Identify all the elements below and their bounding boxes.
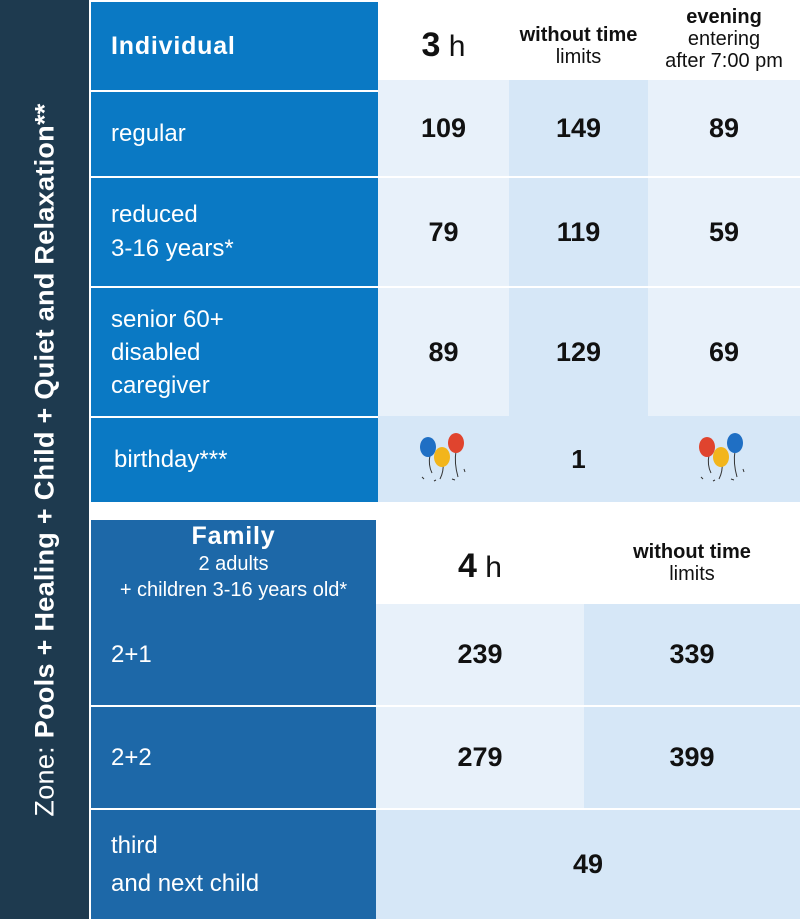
family-title: Family xyxy=(191,522,276,550)
price-cell: 119 xyxy=(509,178,648,286)
row-label-line: 3-16 years* xyxy=(111,235,234,262)
row-label-line: third xyxy=(111,831,158,859)
price-cell: 129 xyxy=(509,288,648,416)
price-cell: 59 xyxy=(648,178,800,286)
price-cell: 89 xyxy=(378,288,509,416)
family-subtitle-2: + children 3-16 years old* xyxy=(119,579,348,601)
price-cell: 69 xyxy=(648,288,800,416)
col-4h-num: 4 xyxy=(458,546,477,585)
row-label-line: reduced xyxy=(111,201,198,228)
row-label-reduced: reduced 3-16 years* xyxy=(91,178,378,286)
col-family-unlimited-header: without time limits xyxy=(584,522,800,604)
row-label-birthday: birthday*** xyxy=(91,418,378,502)
price-cell: 79 xyxy=(378,178,509,286)
col-3h-num: 3 xyxy=(421,25,441,64)
row-label-line: regular xyxy=(111,120,186,147)
price-cell: 279 xyxy=(376,707,584,808)
balloons-icon xyxy=(695,433,751,485)
birthday-label: birthday*** xyxy=(114,446,228,473)
row-label-line: 2+1 xyxy=(111,640,152,668)
col-unlimited-normal: limits xyxy=(555,46,602,68)
row-label-2plus1: 2+1 xyxy=(91,604,376,705)
col-family-unlimited-normal: limits xyxy=(669,563,715,585)
balloons-icon xyxy=(416,433,472,485)
col-evening-bold: evening xyxy=(686,6,762,28)
price-cell: 239 xyxy=(376,604,584,705)
col-family-unlimited-bold: without time xyxy=(633,541,751,563)
birthday-value: 1 xyxy=(571,443,586,474)
row-label-line: 2+2 xyxy=(111,743,152,771)
col-evening-header: evening entering after 7:00 pm xyxy=(648,0,800,90)
col-evening-line2: entering xyxy=(687,28,761,50)
zone-bar: Zone: Pools + Healing + Child + Quiet an… xyxy=(0,0,89,919)
row-label-regular: regular xyxy=(91,92,378,176)
col-4h-unit: h xyxy=(476,550,502,584)
price-cell: 89 xyxy=(648,80,800,176)
family-header: Family 2 adults + children 3-16 years ol… xyxy=(91,520,376,604)
row-label-senior: senior 60+ disabled caregiver xyxy=(91,288,378,416)
col-4h-header: 4 h xyxy=(376,522,584,604)
individual-title: Individual xyxy=(111,32,236,60)
zone-label: Zone: Pools + Healing + Child + Quiet an… xyxy=(29,103,60,816)
price-cell: 399 xyxy=(584,707,800,808)
col-evening-line3: after 7:00 pm xyxy=(665,50,783,72)
zone-prefix: Zone: xyxy=(29,737,59,817)
col-3h-header: 3 h xyxy=(378,0,509,90)
row-label-third-child: third and next child xyxy=(91,810,376,919)
price-cell: 109 xyxy=(378,80,509,176)
row-label-line: and next child xyxy=(111,869,260,897)
zone-name: Pools + Healing + Child + Quiet and Rela… xyxy=(29,102,59,738)
individual-header: Individual xyxy=(91,2,378,90)
col-3h-unit: h xyxy=(440,29,466,63)
row-label-line: caregiver xyxy=(111,371,210,399)
col-unlimited-bold: without time xyxy=(519,24,638,46)
family-subtitle-1: 2 adults xyxy=(198,553,269,575)
row-label-line: disabled xyxy=(111,338,201,366)
price-cell: 149 xyxy=(509,80,648,176)
col-unlimited-header: without time limits xyxy=(509,0,648,90)
row-label-2plus2: 2+2 xyxy=(91,707,376,808)
price-cell: 339 xyxy=(584,604,800,705)
row-label-line: senior 60+ xyxy=(111,305,224,333)
price-cell: 49 xyxy=(376,810,800,919)
